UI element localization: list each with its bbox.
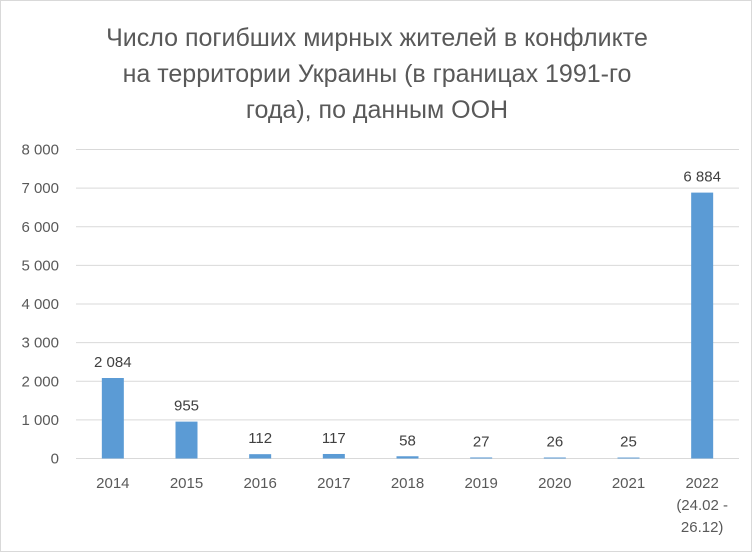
- bars: [101, 192, 714, 459]
- y-tick-label: 3 000: [21, 335, 59, 352]
- bar: [470, 457, 493, 459]
- x-tick-label: 2017: [317, 475, 350, 492]
- data-label: 58: [399, 432, 416, 449]
- bar: [101, 378, 124, 459]
- x-tick-label: 26.12): [681, 519, 724, 536]
- x-tick-label: 2019: [464, 475, 497, 492]
- y-tick-label: 1 000: [21, 412, 59, 429]
- y-tick-label: 0: [51, 451, 59, 468]
- data-label: 25: [620, 434, 637, 451]
- data-label: 112: [248, 430, 272, 447]
- x-tick-label: 2018: [391, 475, 424, 492]
- data-label: 955: [174, 398, 199, 415]
- bar: [249, 454, 272, 459]
- bar: [617, 457, 640, 459]
- x-tick-label: 2014: [96, 475, 129, 492]
- chart-title: Число погибших мирных жителей в конфликт…: [106, 24, 648, 124]
- y-tick-label: 6 000: [21, 219, 59, 236]
- x-tick-label: 2020: [538, 475, 571, 492]
- bar: [691, 192, 714, 459]
- y-tick-label: 4 000: [21, 296, 59, 313]
- y-tick-label: 2 000: [21, 373, 59, 390]
- x-tick-label: 2022: [685, 475, 718, 492]
- bar: [543, 457, 566, 459]
- data-label: 6 884: [683, 169, 721, 186]
- bar: [175, 421, 198, 459]
- data-label: 117: [322, 430, 346, 447]
- y-tick-label: 8 000: [21, 142, 59, 159]
- data-label: 26: [546, 433, 563, 450]
- x-tick-label: (24.02 -: [676, 497, 728, 514]
- bar: [396, 456, 419, 459]
- labels: 0 1 000 2 000 3 000 4 000 5 000 6 000 7 000 8 00…: [21, 142, 728, 537]
- data-label: 27: [473, 433, 490, 450]
- x-tick-label: 2016: [243, 475, 276, 492]
- bar: [322, 453, 345, 459]
- y-tick-label: 7 000: [21, 180, 59, 197]
- x-tick-label: 2015: [170, 475, 203, 492]
- data-label: 2 084: [94, 354, 132, 371]
- x-tick-label: 2021: [612, 475, 645, 492]
- y-tick-label: 5 000: [21, 257, 59, 274]
